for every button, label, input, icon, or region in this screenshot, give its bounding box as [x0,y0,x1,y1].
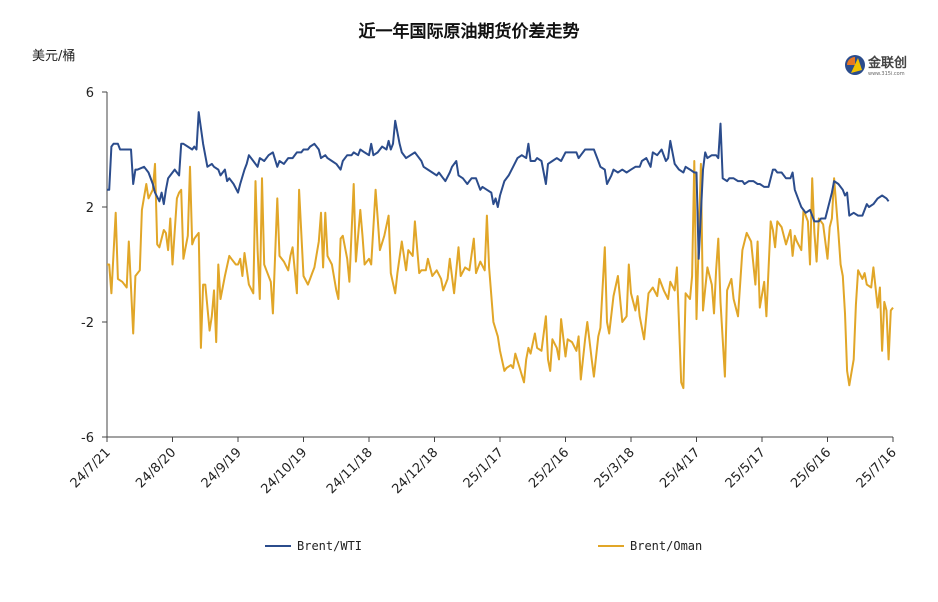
logo-text: 金联创 [867,55,907,71]
x-tick-label: 24/8/20 [133,445,179,491]
series-layer [107,111,894,390]
legend-label: Brent/WTI [297,539,362,553]
chart-title: 近一年国际原油期货价差走势 [359,21,580,42]
x-tick-label: 24/10/19 [258,445,310,497]
logo-subtext: www.315i.com [868,71,905,77]
x-tick-label: 24/7/21 [68,445,114,491]
series-line-brent-wti [107,111,890,260]
legend-label: Brent/Oman [630,539,702,553]
y-tick-label: 2 [86,201,94,216]
x-tick-label: 25/2/16 [526,445,572,491]
x-tick-label: 24/9/19 [199,445,245,491]
x-ticks: 24/7/21 24/8/20 24/9/19 24/10/19 24/11/18 24/… [68,437,900,497]
x-tick-label: 25/6/16 [788,445,834,491]
series-line-brent-oman [107,160,894,390]
brand-logo: 金联创 www.315i.com [845,55,907,77]
y-tick-label: 6 [86,86,94,101]
y-ticks: 6 2 -2 -6 [81,86,107,446]
x-tick-label: 25/7/16 [854,445,900,491]
y-axis-unit: 美元/桶 [32,49,75,64]
logo-mark-icon [845,55,865,75]
x-tick-label: 25/1/17 [461,445,507,491]
x-tick-label: 25/4/17 [657,445,703,491]
x-tick-label: 25/5/17 [723,445,769,491]
legend: Brent/WTI Brent/Oman [265,539,702,553]
y-tick-label: -2 [81,316,94,331]
x-tick-label: 25/3/18 [592,445,638,491]
y-tick-label: -6 [81,431,94,446]
x-tick-label: 24/12/18 [389,445,441,497]
x-tick-label: 24/11/18 [324,445,376,497]
axes [106,92,893,438]
